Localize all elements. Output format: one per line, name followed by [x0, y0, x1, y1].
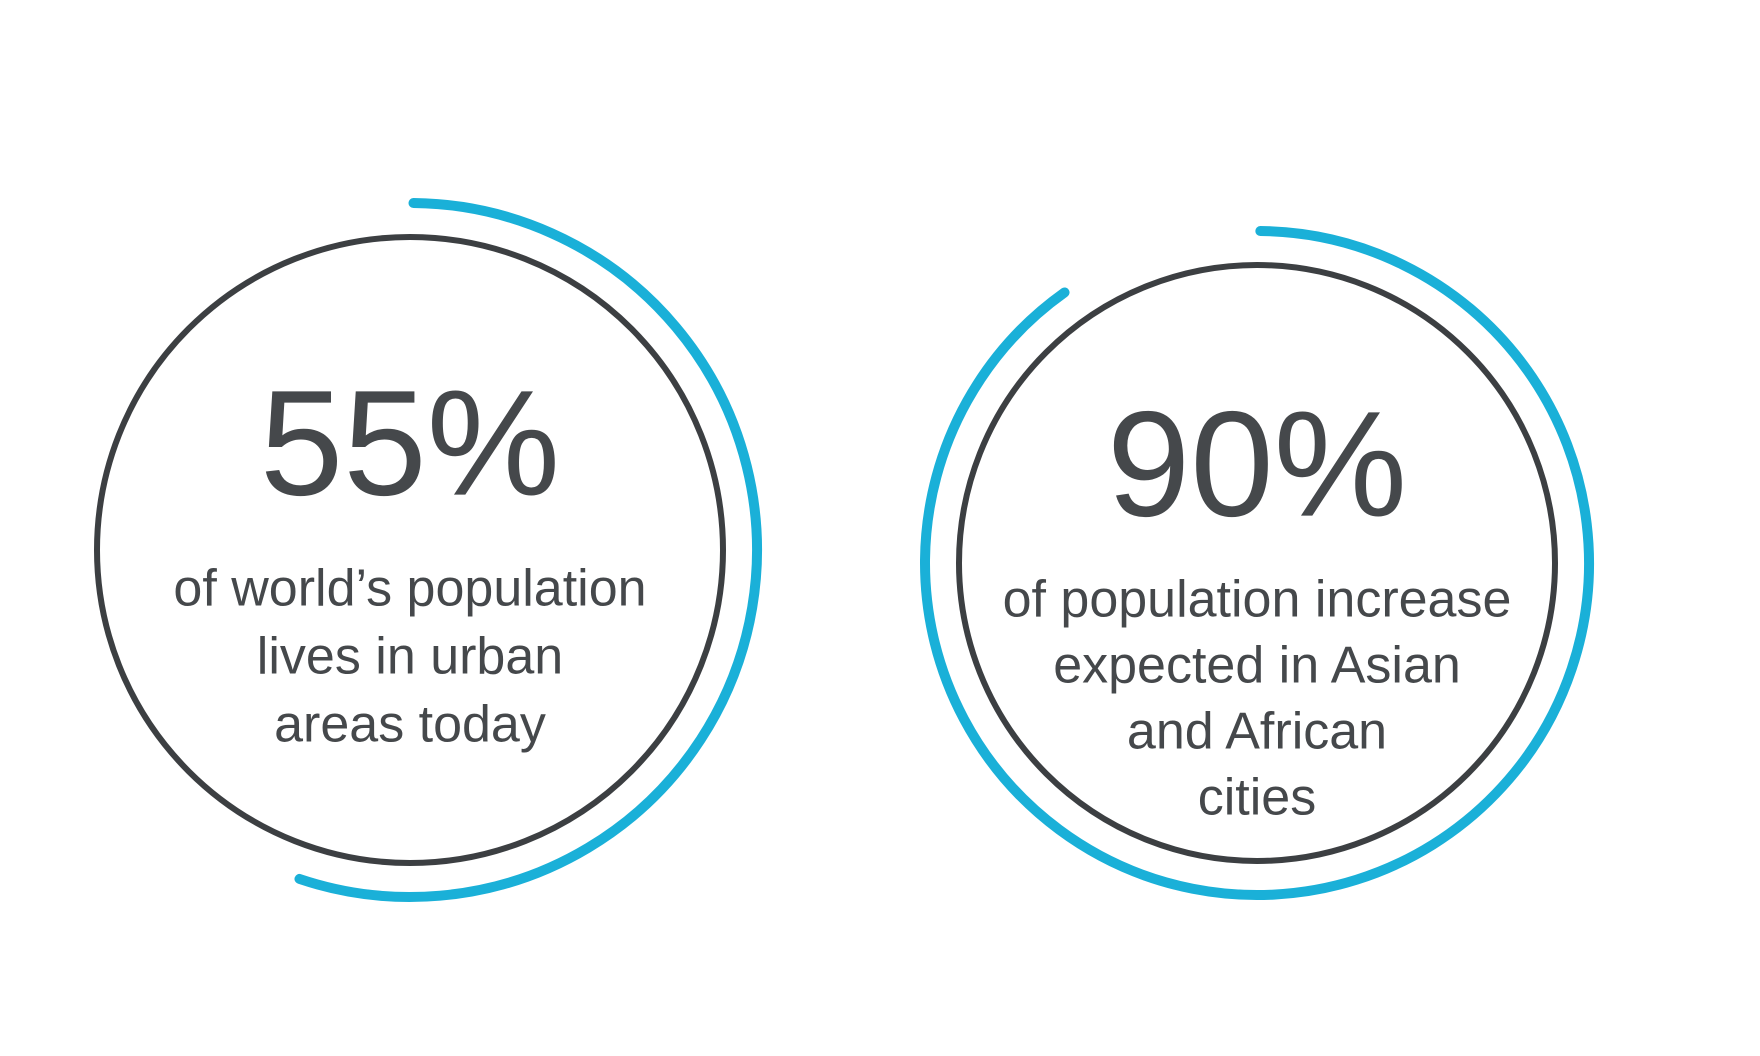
- progress-arc: [294, 198, 762, 902]
- caption-line: areas today: [274, 696, 546, 754]
- caption-line: of world’s population: [173, 560, 646, 618]
- big-percentage: 90%: [1107, 380, 1407, 548]
- progress-arc: [920, 226, 1594, 900]
- caption-line: expected in Asian: [1053, 637, 1461, 695]
- ring: [94, 234, 726, 866]
- caption-line: lives in urban: [257, 628, 563, 686]
- caption-line: cities: [1198, 769, 1316, 827]
- ring: [956, 262, 1558, 864]
- caption-line: and African: [1127, 703, 1387, 761]
- caption-line: of population increase: [1003, 571, 1512, 629]
- big-percentage: 55%: [260, 359, 560, 527]
